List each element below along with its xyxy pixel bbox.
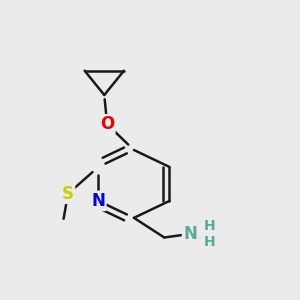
Text: H: H [204, 235, 215, 249]
Text: N: N [92, 192, 105, 210]
Text: N: N [183, 225, 197, 243]
Text: O: O [100, 115, 114, 133]
Text: S: S [62, 185, 74, 203]
Text: H: H [204, 219, 215, 233]
